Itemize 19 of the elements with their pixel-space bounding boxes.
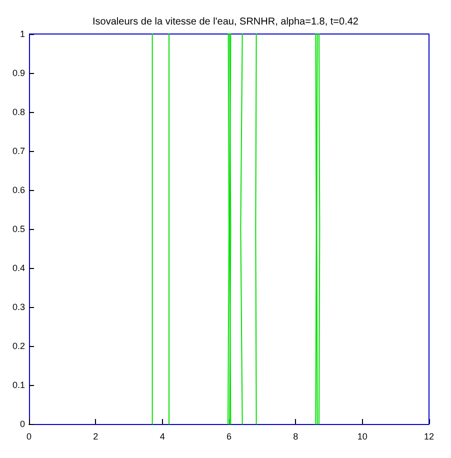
y-tick-label: 0.9 [12, 68, 25, 78]
y-tick-label: 0.7 [12, 146, 25, 156]
y-tick-label: 0.6 [12, 185, 25, 195]
y-tick-label: 0.2 [12, 341, 25, 351]
x-tick-label: 10 [357, 432, 368, 442]
x-tick-label: 12 [424, 432, 434, 442]
y-tick-label: 0 [20, 419, 25, 429]
x-tick-label: 0 [26, 432, 32, 442]
x-tick-label: 2 [93, 432, 98, 442]
y-tick-label: 1 [20, 29, 25, 39]
x-tick-label: 8 [293, 432, 298, 442]
y-tick-label: 0.1 [12, 380, 25, 390]
y-tick-label: 0.8 [12, 107, 25, 117]
chart-title: Isovaleurs de la vitesse de l'eau, SRNHR, alpha=1.8, t=0.42 [92, 16, 359, 28]
y-tick-label: 0.3 [12, 302, 25, 312]
x-tick-label: 6 [226, 432, 232, 442]
x-tick-label: 4 [160, 432, 165, 442]
y-tick-label: 0.4 [12, 263, 25, 273]
y-tick-label: 0.5 [12, 224, 25, 234]
